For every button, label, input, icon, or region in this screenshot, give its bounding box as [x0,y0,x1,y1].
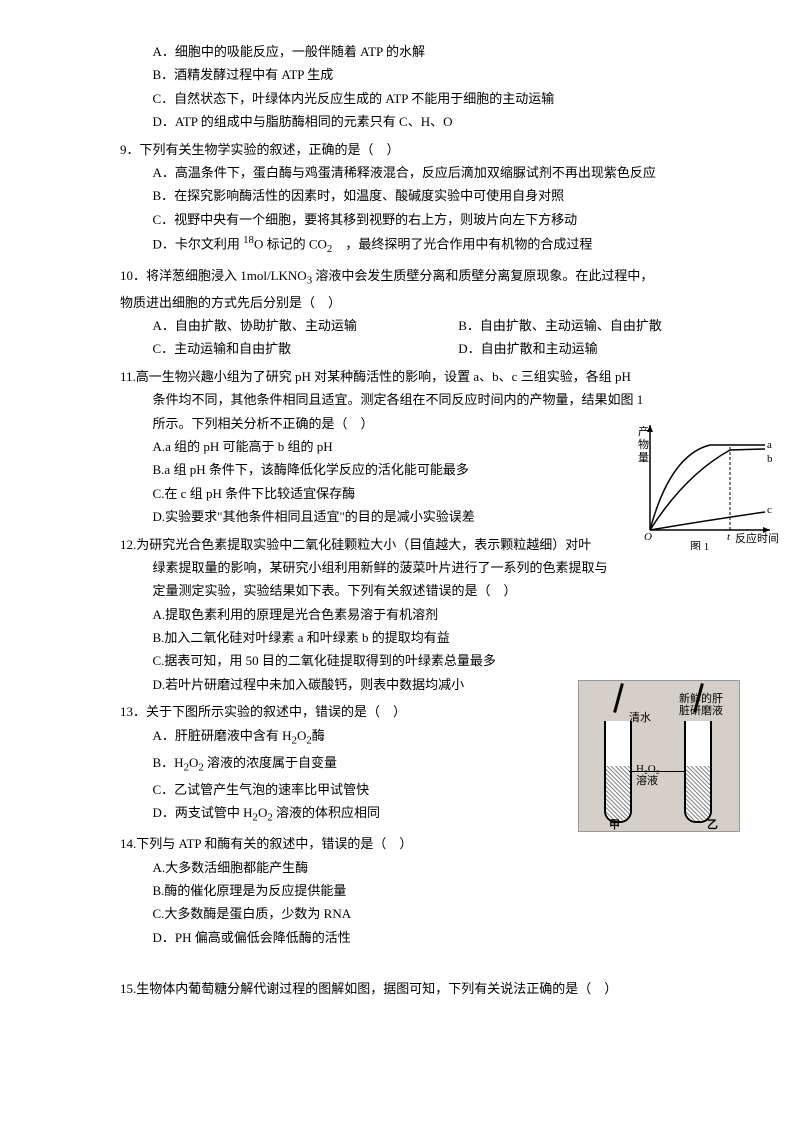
t: D．两支试管中 H [153,805,253,820]
opt-d: D．自由扩散和主动运输 [458,337,597,360]
stem-line2: 条件均不同，其他条件相同且适宜。测定各组在不同反应时间内的产物量，结果如图 1 [120,388,740,411]
question-14: 14.下列与 ATP 和酶有关的叙述中，错误的是（ ） A.大多数活细胞都能产生… [120,832,740,949]
x-label: 反应时间 [735,531,779,545]
tube-figure: 清水 新鲜的肝脏研磨液 H₂O₂ 溶液 甲 乙 [578,680,740,832]
question-11: 11.高一生物兴趣小组为了研究 pH 对某种酶活性的影响，设置 a、b、c 三组… [120,365,740,529]
stem: 15.生物体内葡萄糖分解代谢过程的图解如图，据图可知，下列有关说法正确的是（ ） [120,977,740,1000]
connector [629,771,684,772]
origin: O [644,531,652,543]
opt-d: D．ATP 的组成中与脂肪酶相同的元素只有 C、H、O [120,110,740,133]
stem: 14.下列与 ATP 和酶有关的叙述中，错误的是（ ） [120,832,740,855]
t: 新鲜的肝 [679,693,723,705]
text: ，最终探明了光合作用中有机物的合成过程 [332,236,592,251]
t: 酶 [312,728,325,743]
stem: 9．下列有关生物学实验的叙述，正确的是（ ） [120,138,740,161]
text: D．卡尔文利用 [153,236,244,251]
fill [686,766,710,821]
opt-c: C.据表可知，用 50 目的二氧化硅提取得到的叶绿素总量最多 [120,649,740,672]
question-12: 12.为研究光合色素提取实验中二氧化硅颗粒大小（目值越大，表示颗粒越细）对叶 绿… [120,533,740,697]
label-h2o2: H₂O₂ 溶液 [636,763,660,787]
opt-b: B.酶的催化原理是为反应提供能量 [120,879,740,902]
question-13: 13．关于下图所示实验的叙述中，错误的是（ ） A．肝脏研磨液中含有 H2O2酶… [120,700,740,828]
opts-row2: C．主动运输和自由扩散 D．自由扩散和主动运输 [120,337,740,360]
stem-line2: 绿素提取量的影响，某研究小组利用新鲜的菠菜叶片进行了一系列的色素提取与 [120,556,740,579]
opts-row1: A．自由扩散、协助扩散、主动运输 B．自由扩散、主动运输、自由扩散 [120,314,740,337]
superscript: 18 [243,234,254,246]
opt-c: C．视野中央有一个细胞，要将其移到视野的右上方，则玻片向左下方移动 [120,208,740,231]
y-label-2: 物 [638,437,649,451]
curve-b [650,449,765,530]
t: O [297,728,306,743]
fill [606,766,630,821]
label-left-tube: 甲 [609,816,620,836]
t: 溶液的浓度属于自变量 [204,755,337,770]
t: O [258,805,267,820]
t: B．H [153,755,184,770]
label-c: c [767,504,772,516]
label-a: a [767,439,772,451]
t: 脏研磨液 [679,705,723,717]
opt-a: A．高温条件下，蛋白酶与鸡蛋清稀释液混合，反应后滴加双缩脲试剂不再出现紫色反应 [120,161,740,184]
tube-right [684,721,712,823]
opt-c: C.大多数酶是蛋白质，少数为 RNA [120,902,740,925]
t-label: t [727,531,731,543]
t: 溶液的体积应相同 [273,805,380,820]
opt-c: C．自然状态下，叶绿体内光反应生成的 ATP 不能用于细胞的主动运输 [120,87,740,110]
opt-b: B．在探究影响酶活性的因素时，如温度、酸碱度实验中可使用自身对照 [120,184,740,207]
chart-figure-1: 产 物 量 a b c O t 反应时间 图 1 [630,420,780,550]
question-15: 15.生物体内葡萄糖分解代谢过程的图解如图，据图可知，下列有关说法正确的是（ ） [120,977,740,1000]
stem-line3: 定量测定实验，实验结果如下表。下列有关叙述错误的是（ ） [120,579,740,602]
opt-c: C．主动运输和自由扩散 [153,337,423,360]
opt-a: A．细胞中的吸能反应，一般伴随着 ATP 的水解 [120,40,740,63]
text: 溶液中会发生质壁分离和质壁分离复原现象。在此过程中， [312,268,653,283]
tube-left [604,721,632,823]
t: A．肝脏研磨液中含有 H [153,728,292,743]
curve-c [650,512,765,530]
stem: 10．将洋葱细胞浸入 1mol/LKNO3 溶液中会发生质壁分离和质壁分离复原现… [120,264,740,291]
text: 10．将洋葱细胞浸入 1mol/LKNO [120,268,307,283]
opt-a: A．自由扩散、协助扩散、主动运输 [153,314,423,337]
label-liver: 新鲜的肝脏研磨液 [679,693,723,717]
opt-b: B.加入二氧化硅对叶绿素 a 和叶绿素 b 的提取均有益 [120,626,740,649]
stick-left [613,683,624,713]
opt-b: B．自由扩散、主动运输、自由扩散 [458,314,662,337]
stem-line1: 11.高一生物兴趣小组为了研究 pH 对某种酶活性的影响，设置 a、b、c 三组… [120,365,740,388]
t: O [189,755,198,770]
opt-d: D．PH 偏高或偏低会降低酶的活性 [120,926,740,949]
y-label-1: 产 [638,424,649,438]
opt-a: A.大多数活细胞都能产生酶 [120,856,740,879]
text: O 标记的 CO [254,236,327,251]
label-water: 清水 [629,709,651,729]
label-b: b [767,453,773,465]
y-label-3: 量 [638,451,649,464]
opt-a: A.提取色素利用的原理是光合色素易溶于有机溶剂 [120,603,740,626]
question-8-options: A．细胞中的吸能反应，一般伴随着 ATP 的水解 B．酒精发酵过程中有 ATP … [120,40,740,134]
stem-line2: 物质进出细胞的方式先后分别是（ ） [120,291,740,314]
caption: 图 1 [690,540,709,550]
curve-a [650,445,765,530]
label-right-tube: 乙 [707,816,718,836]
question-10: 10．将洋葱细胞浸入 1mol/LKNO3 溶液中会发生质壁分离和质壁分离复原现… [120,264,740,361]
opt-d: D．卡尔文利用 18O 标记的 CO2 ，最终探明了光合作用中有机物的合成过程 [120,231,740,259]
opt-b: B．酒精发酵过程中有 ATP 生成 [120,63,740,86]
question-9: 9．下列有关生物学实验的叙述，正确的是（ ） A．高温条件下，蛋白酶与鸡蛋清稀释… [120,138,740,260]
